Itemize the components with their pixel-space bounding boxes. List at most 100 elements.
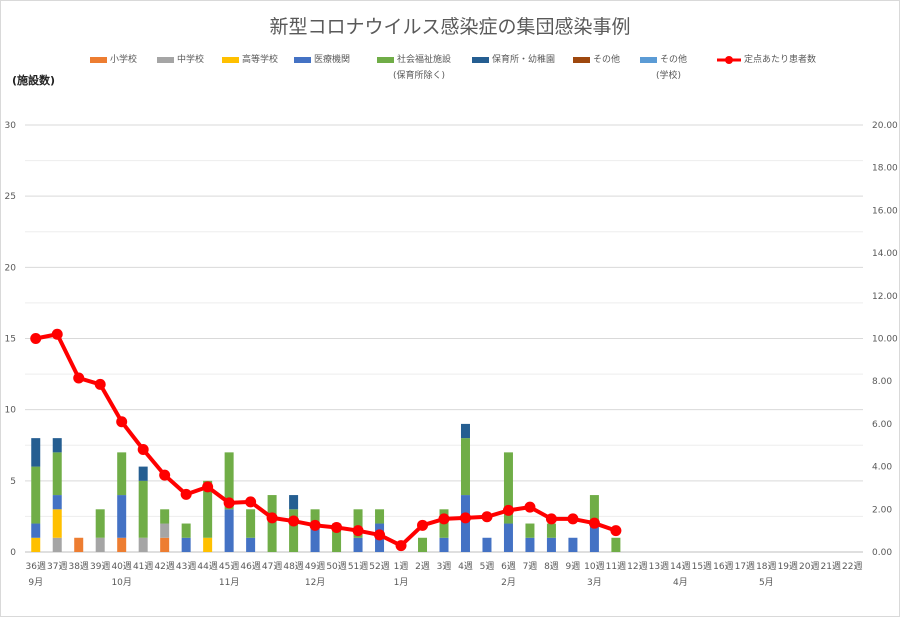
y-left-tick-label: 5 xyxy=(10,477,16,487)
x-tick-label: 47週 xyxy=(262,561,282,572)
bar-segment xyxy=(332,523,342,552)
legend-item: 医療機関 xyxy=(294,52,350,65)
x-tick-label: 21週 xyxy=(821,561,841,572)
line-point xyxy=(51,328,63,340)
bar-segment xyxy=(289,509,299,552)
line-point xyxy=(610,525,622,537)
x-tick-label: 1週 xyxy=(394,561,409,572)
bar-segment xyxy=(439,537,449,552)
bar-segment xyxy=(31,537,41,552)
legend: 小学校 中学校 高等学校 医療機関 社会福祉施設 (保育所除く) 保育所・幼稚園 その他 その他… xyxy=(0,52,900,86)
x-tick-label: 9週 xyxy=(566,561,581,572)
month-label: 12月 xyxy=(305,577,325,588)
y-right-tick-label: 18.00 xyxy=(872,164,898,174)
bar-segment xyxy=(52,452,62,496)
x-tick-label: 8週 xyxy=(544,561,559,572)
x-tick-label: 12週 xyxy=(627,561,647,572)
x-tick-label: 3週 xyxy=(437,561,452,572)
x-tick-label: 10週 xyxy=(584,561,604,572)
x-tick-label: 36週 xyxy=(26,561,46,572)
y-right-tick-label: 8.00 xyxy=(872,377,892,387)
line-point xyxy=(567,513,579,525)
line-point xyxy=(438,513,450,525)
x-tick-label: 18週 xyxy=(756,561,776,572)
line-point xyxy=(417,519,429,531)
bar-segment xyxy=(203,537,213,552)
line-point xyxy=(266,512,278,524)
legend-swatch xyxy=(640,56,657,63)
line-point xyxy=(94,378,106,390)
x-tick-label: 39週 xyxy=(90,561,110,572)
line-point xyxy=(137,444,149,456)
bar-segment xyxy=(74,537,84,552)
month-label: 9月 xyxy=(28,577,43,588)
legend-label: 社会福祉施設 xyxy=(397,55,452,65)
y-right-tick-label: 20.00 xyxy=(872,121,898,131)
bar-segment xyxy=(503,452,513,524)
line-point xyxy=(73,372,85,384)
y-left-tick-label: 0 xyxy=(10,548,16,558)
line-point xyxy=(30,333,42,344)
bar-segment xyxy=(52,537,62,552)
line-point xyxy=(395,540,407,552)
month-label: 4月 xyxy=(673,577,688,588)
bar-segment xyxy=(160,523,170,538)
legend-label: その他 xyxy=(660,55,688,65)
y-right-tick-label: 6.00 xyxy=(872,420,892,430)
x-tick-label: 14週 xyxy=(670,561,690,572)
bar-segment xyxy=(203,480,213,538)
x-tick-label: 5週 xyxy=(480,561,495,572)
legend-item: その他 xyxy=(573,52,620,65)
line-point xyxy=(481,511,493,523)
bar-segment xyxy=(525,523,535,538)
x-tick-label: 4週 xyxy=(458,561,473,572)
x-tick-label: 6週 xyxy=(501,561,516,572)
line-point xyxy=(459,512,471,524)
y-left-tick-label: 15 xyxy=(5,335,16,345)
y-left-tick-label: 20 xyxy=(5,263,17,273)
bar-segment xyxy=(138,537,148,552)
legend-swatch xyxy=(472,56,489,63)
bar-segment xyxy=(160,509,170,524)
bar-segment xyxy=(31,466,41,524)
legend-sublabel: (学校) xyxy=(656,71,682,81)
bar-segment xyxy=(289,495,299,510)
bar-segment xyxy=(353,537,363,552)
legend-item: 定点あたり患者数 xyxy=(716,52,816,65)
x-tick-label: 45週 xyxy=(219,561,239,572)
bar-segment xyxy=(246,537,256,552)
bar-segment xyxy=(460,495,470,552)
legend-item: 保育所・幼稚園 xyxy=(472,52,555,65)
bar-segment xyxy=(95,509,105,538)
line-point xyxy=(331,521,343,533)
legend-label: その他 xyxy=(593,55,621,65)
legend-label: 医療機関 xyxy=(314,55,351,65)
legend-item: 小学校 xyxy=(90,52,137,65)
bar-segment xyxy=(31,523,41,538)
line-point xyxy=(180,488,192,500)
legend-label: 中学校 xyxy=(177,55,205,65)
bar-segment xyxy=(611,537,621,552)
bar-segment xyxy=(418,537,428,552)
bar-segment xyxy=(353,509,363,538)
legend-item: 高等学校 xyxy=(222,52,278,65)
bar-segment xyxy=(95,537,105,552)
x-tick-label: 42週 xyxy=(154,561,174,572)
x-tick-label: 2週 xyxy=(415,561,430,572)
y-right-tick-label: 12.00 xyxy=(872,292,898,302)
x-tick-label: 40週 xyxy=(111,561,131,572)
y-right-tick-label: 4.00 xyxy=(872,463,892,473)
bar-segment xyxy=(482,537,492,552)
x-tick-label: 37週 xyxy=(47,561,67,572)
y-left-tick-label: 30 xyxy=(5,121,17,131)
bar-segment xyxy=(525,537,535,552)
x-tick-label: 11週 xyxy=(606,561,626,572)
x-tick-label: 19週 xyxy=(778,561,798,572)
line-point xyxy=(245,496,257,508)
x-tick-label: 49週 xyxy=(305,561,325,572)
bar-segment xyxy=(138,480,148,538)
line-point xyxy=(545,513,557,525)
bar-segment xyxy=(52,438,62,453)
line-point xyxy=(202,481,214,493)
